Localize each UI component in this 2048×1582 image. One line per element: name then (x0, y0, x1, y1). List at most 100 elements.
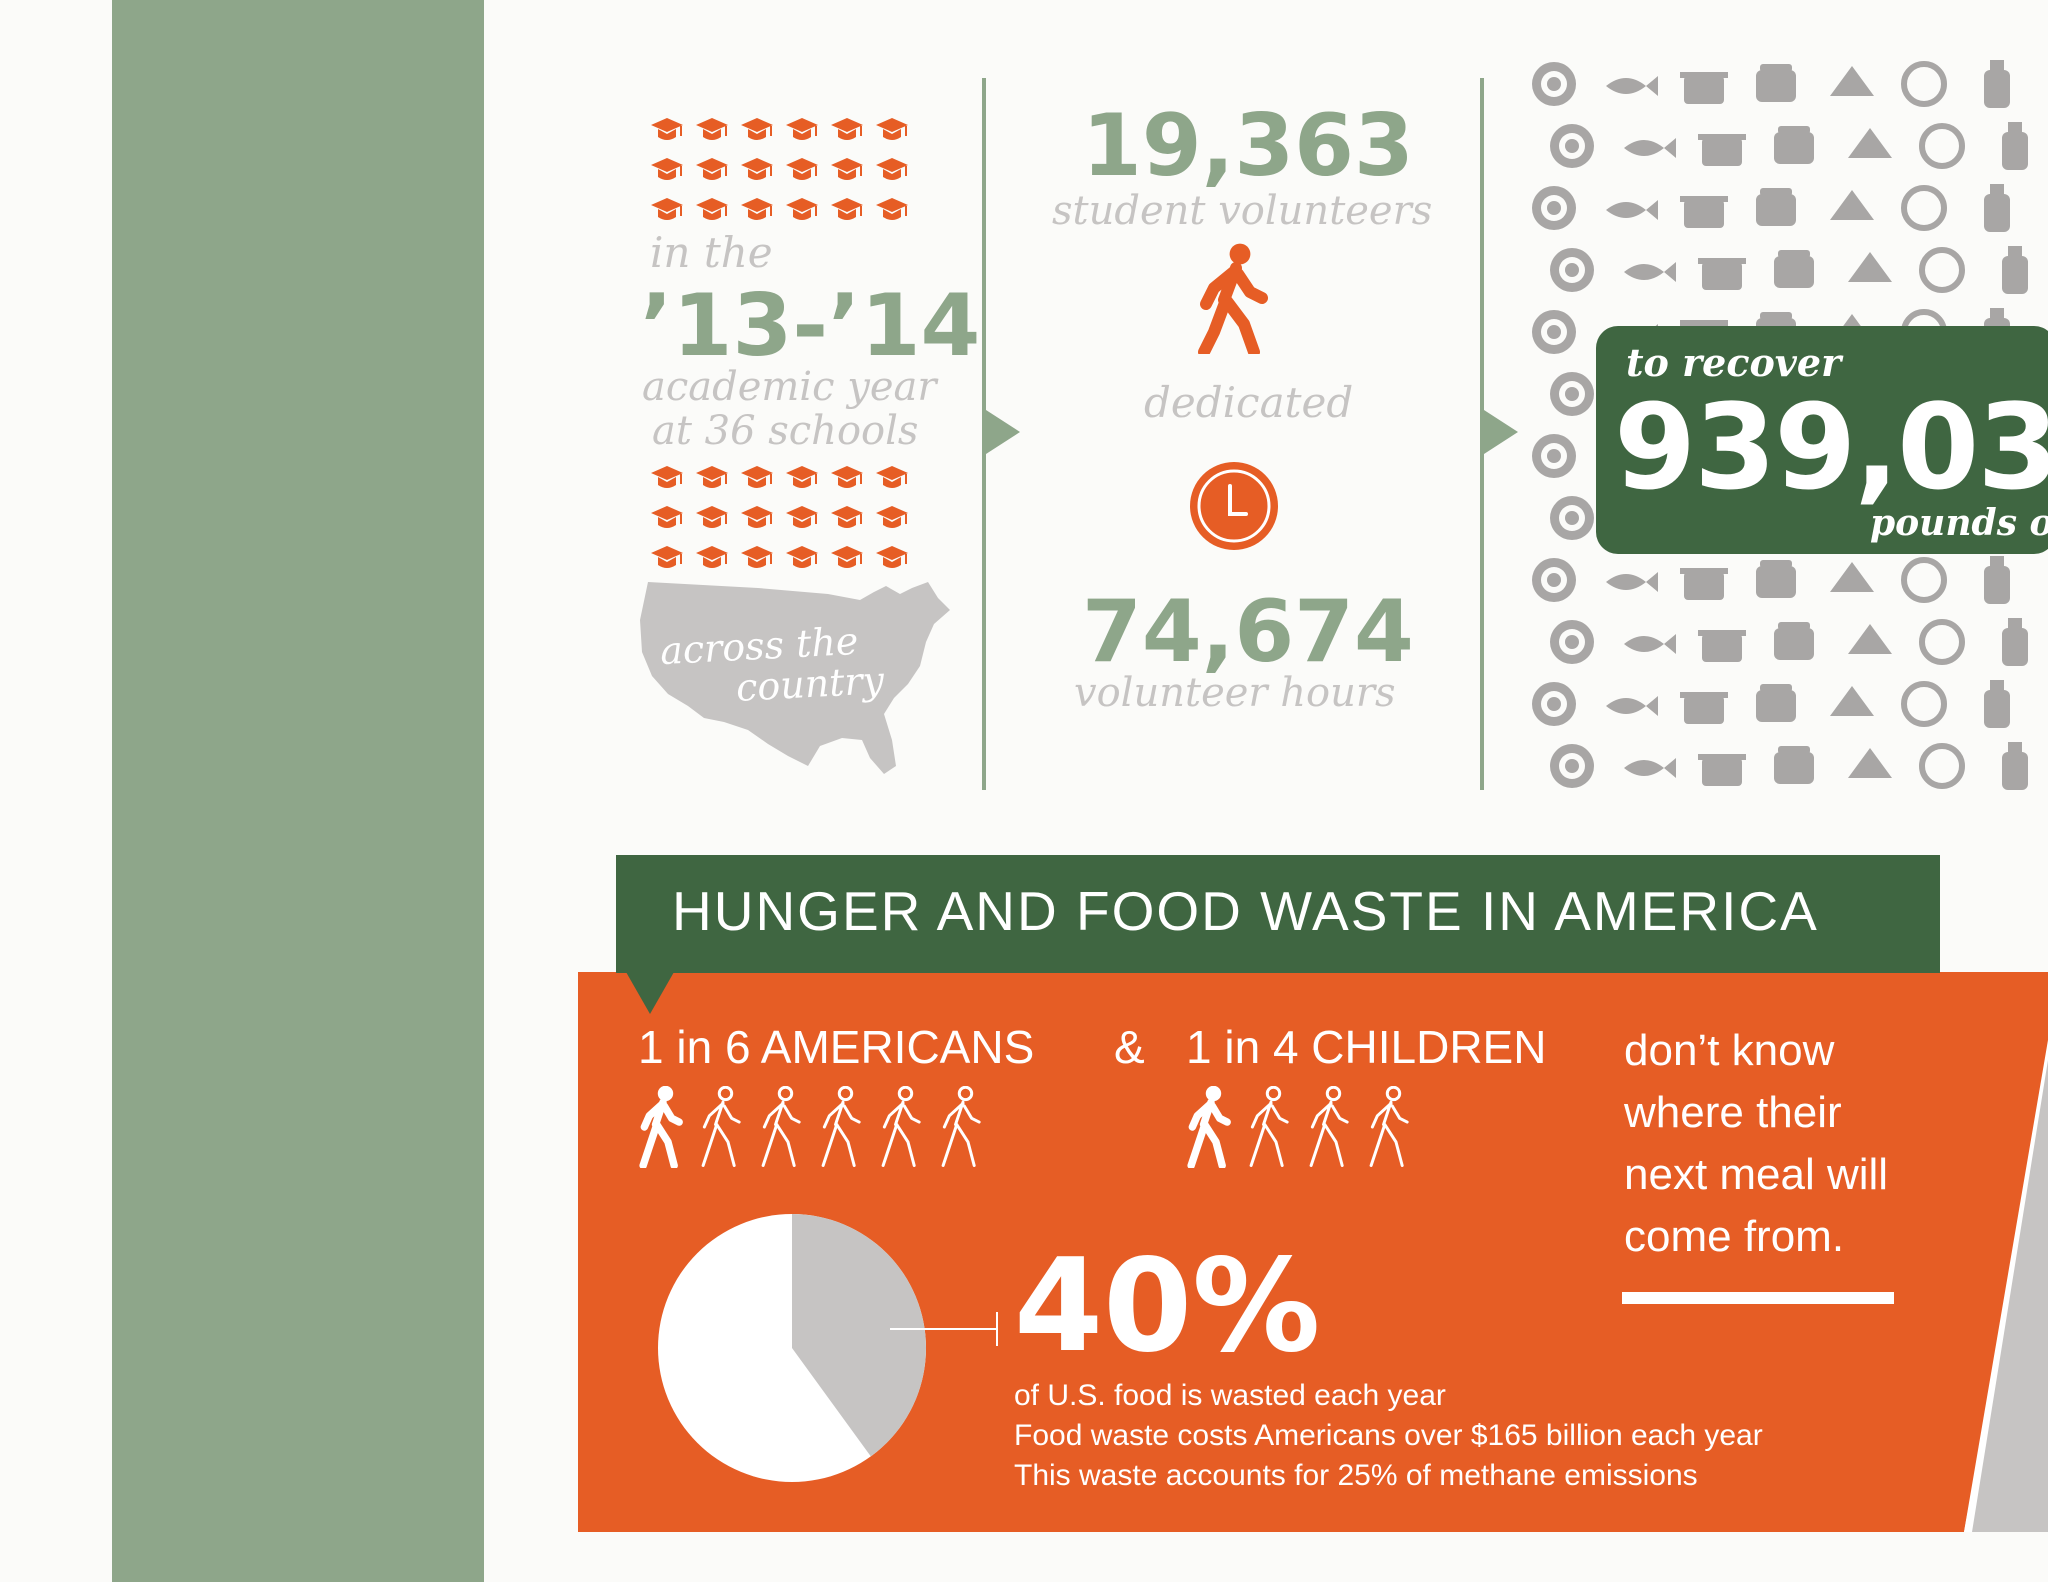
schools-count-text: at 36 schools (652, 408, 919, 454)
graduation-cap-icon (830, 504, 875, 532)
graduation-cap-icon (740, 544, 785, 572)
meal-line: don’t know (1624, 1026, 1835, 1075)
food-icon (1698, 754, 1746, 786)
food-icon (1606, 572, 1658, 592)
walking-person-filled-icon (638, 1086, 688, 1168)
food-icon (1848, 748, 1892, 778)
meal-line: where their (1624, 1088, 1842, 1137)
graduation-cap-grid-bottom (650, 464, 920, 572)
column-divider-2 (1480, 78, 1484, 790)
food-icon (2002, 742, 2028, 790)
schools-in-the: in the (650, 228, 773, 277)
food-icon (1532, 682, 1576, 726)
section-banner: HUNGER AND FOOD WASTE IN AMERICA (616, 855, 1940, 973)
recovery-label: to recover (1626, 340, 1842, 385)
food-icon (1624, 138, 1676, 158)
graduation-cap-icon (740, 504, 785, 532)
fact-line: This waste accounts for 25% of methane e… (1014, 1459, 1698, 1492)
pie-leader-line (890, 1328, 998, 1330)
food-icon (2002, 618, 2028, 666)
recovery-unit: pounds of (1870, 502, 2048, 544)
food-icon (1532, 558, 1576, 602)
americans-stat: 1 in 6 AMERICANS (638, 1021, 1035, 1073)
food-icon (1848, 624, 1892, 654)
food-icon (1680, 692, 1728, 724)
food-icon (1901, 61, 1947, 107)
food-icon (1756, 64, 1796, 102)
arrow-right-icon (1484, 410, 1518, 454)
graduation-cap-icon (875, 544, 920, 572)
food-icon (1624, 262, 1676, 282)
food-icon (1919, 619, 1965, 665)
food-icon (1984, 556, 2010, 604)
food-icon (1532, 62, 1576, 106)
food-wasted-percent: 40% (1014, 1232, 1321, 1381)
graduation-cap-icon (875, 156, 920, 184)
graduation-cap-icon (875, 196, 920, 224)
walking-person-outline-icon (818, 1086, 868, 1168)
graduation-cap-icon (785, 544, 830, 572)
food-icon (1830, 562, 1874, 592)
food-icon (1919, 743, 1965, 789)
food-icon (1606, 696, 1658, 716)
walking-person-outline-icon (758, 1086, 808, 1168)
food-icon (1984, 680, 2010, 728)
children-pictogram (1186, 1086, 1416, 1168)
graduation-cap-icon (650, 504, 695, 532)
walking-person-outline-icon (1246, 1086, 1296, 1168)
food-icon (1901, 557, 1947, 603)
food-icon (1680, 568, 1728, 600)
food-icon (1550, 124, 1594, 168)
walking-person-outline-icon (1306, 1086, 1356, 1168)
food-icon (1830, 66, 1874, 96)
graduation-cap-icon (830, 116, 875, 144)
ampersand: & (1114, 1021, 1145, 1073)
graduation-cap-icon (695, 464, 740, 492)
graduation-cap-icon (740, 116, 785, 144)
food-icon (1984, 60, 2010, 108)
walking-person-outline-icon (938, 1086, 988, 1168)
volunteer-hours-label: volunteer hours (1074, 670, 1396, 716)
food-icon (1532, 434, 1576, 478)
schools-academic-year: academic year (642, 364, 937, 410)
food-icon (1774, 126, 1814, 164)
food-icon (1756, 560, 1796, 598)
fact-line: Food waste costs Americans over $165 bil… (1014, 1419, 1763, 1452)
food-icon (1698, 258, 1746, 290)
food-icon (1698, 630, 1746, 662)
food-icon (1550, 620, 1594, 664)
food-icon (1624, 634, 1676, 654)
clock-icon (1190, 462, 1278, 550)
food-waste-pie-chart (658, 1214, 927, 1482)
food-icon (1774, 746, 1814, 784)
graduation-cap-icon (785, 196, 830, 224)
walking-person-filled-icon (1186, 1086, 1236, 1168)
food-icon (1756, 684, 1796, 722)
recovery-callout: to recover 939,03 pounds of (1596, 326, 2048, 554)
fact-line: of U.S. food is wasted each year (1014, 1379, 1446, 1412)
food-icon (1919, 247, 1965, 293)
food-icon (1756, 188, 1796, 226)
graduation-cap-icon (650, 116, 695, 144)
usa-map-icon (640, 582, 950, 774)
food-icon (1680, 196, 1728, 228)
meal-line: next meal will (1624, 1150, 1889, 1199)
food-icon (2002, 122, 2028, 170)
graduation-cap-icon (650, 196, 695, 224)
graduation-cap-icon (695, 156, 740, 184)
food-waste-facts: of U.S. food is wasted each year Food wa… (1014, 1376, 1763, 1496)
graduation-cap-icon (830, 464, 875, 492)
food-icon (1698, 134, 1746, 166)
graduation-cap-icon (785, 504, 830, 532)
food-icon (1550, 496, 1594, 540)
food-icon (1550, 248, 1594, 292)
graduation-cap-icon (785, 464, 830, 492)
column-divider-1 (982, 78, 986, 790)
graduation-cap-icon (785, 156, 830, 184)
graduation-cap-icon (650, 464, 695, 492)
food-icon (2002, 246, 2028, 294)
food-icon (1830, 190, 1874, 220)
food-icon (1984, 184, 2010, 232)
food-icon (1624, 758, 1676, 778)
map-label-country: country (734, 658, 886, 710)
